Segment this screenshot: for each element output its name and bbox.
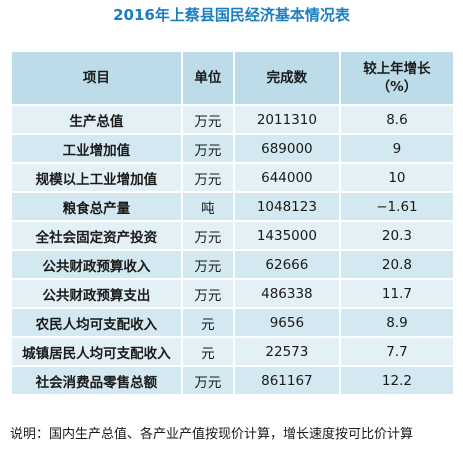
table-cell: 22573 bbox=[232, 336, 341, 367]
column-header: 项目 bbox=[10, 50, 183, 106]
table-cell: 20.8 bbox=[338, 249, 456, 280]
table-head: 项目 单位 完成数 较上年增长（%） bbox=[10, 50, 456, 106]
table-cell: 20.3 bbox=[338, 220, 456, 251]
table-cell: 工业增加值 bbox=[10, 133, 183, 164]
table-cell: 粮食总产量 bbox=[10, 191, 183, 222]
table-cell: 社会消费品零售总额 bbox=[10, 365, 183, 396]
data-table: 项目 单位 完成数 较上年增长（%） 生产总值 万元 2011310 8.6 工业增加值 万元 6… bbox=[10, 50, 456, 396]
table-row: 规模以上工业增加值 万元 644000 10 bbox=[10, 162, 456, 193]
table-cell: 万元 bbox=[180, 162, 235, 193]
table-cell: 农民人均可支配收入 bbox=[10, 307, 183, 338]
table-row: 粮食总产量吨 1048123 −1.61 bbox=[10, 191, 456, 222]
table-cell: 规模以上工业增加值 bbox=[10, 162, 183, 193]
table-row: 全社会固定资产投资 万元 1435000 20.3 bbox=[10, 220, 456, 251]
table-cell: 9656 bbox=[232, 307, 341, 338]
table-row: 生产总值 万元 2011310 8.6 bbox=[10, 104, 456, 135]
table-cell: 公共财政预算支出 bbox=[10, 278, 183, 309]
table-cell: 万元 bbox=[180, 365, 235, 396]
table-row: 公共财政预算支出 万元 486338 11.7 bbox=[10, 278, 456, 309]
table-cell: 644000 bbox=[232, 162, 341, 193]
table-cell: 万元 bbox=[180, 220, 235, 251]
table-cell: 城镇居民人均可支配收入 bbox=[10, 336, 183, 367]
table-cell: 7.7 bbox=[338, 336, 456, 367]
table-cell: 8.6 bbox=[338, 104, 456, 135]
table-cell: 10 bbox=[338, 162, 456, 193]
table-cell: 2011310 bbox=[232, 104, 341, 135]
column-header: 完成数 bbox=[232, 50, 341, 106]
table-cell: 万元 bbox=[180, 249, 235, 280]
table-cell: 1435000 bbox=[232, 220, 341, 251]
header-row: 项目 单位 完成数 较上年增长（%） bbox=[10, 50, 456, 106]
title: 2016年上蔡县国民经济基本情况表 bbox=[113, 6, 350, 24]
table-cell: −1.61 bbox=[338, 191, 456, 222]
table-cell: 元 bbox=[180, 307, 235, 338]
table-row: 公共财政预算收入 万元 62666 20.8 bbox=[10, 249, 456, 280]
table-body: 生产总值 万元 2011310 8.6 工业增加值 万元 689000 9 规模以上工业增加值万… bbox=[10, 104, 456, 396]
table-cell: 万元 bbox=[180, 104, 235, 135]
table-cell: 861167 bbox=[232, 365, 341, 396]
table-cell: 486338 bbox=[232, 278, 341, 309]
table-row: 工业增加值 万元 689000 9 bbox=[10, 133, 456, 164]
table-row: 城镇居民人均可支配收入元 22573 7.7 bbox=[10, 336, 456, 367]
table-cell: 全社会固定资产投资 bbox=[10, 220, 183, 251]
table-cell: 12.2 bbox=[338, 365, 456, 396]
table-row: 社会消费品零售总额 万元 861167 12.2 bbox=[10, 365, 456, 396]
column-header: 较上年增长（%） bbox=[338, 50, 456, 106]
table-cell: 62666 bbox=[232, 249, 341, 280]
table-cell: 9 bbox=[338, 133, 456, 164]
table-cell: 元 bbox=[180, 336, 235, 367]
table-cell: 689000 bbox=[232, 133, 341, 164]
table-cell: 11.7 bbox=[338, 278, 456, 309]
table-cell: 8.9 bbox=[338, 307, 456, 338]
table-cell: 1048123 bbox=[232, 191, 341, 222]
table-row: 农民人均可支配收入元 9656 8.9 bbox=[10, 307, 456, 338]
note: 说明：国内生产总值、各产业产值按现价计算，增长速度按可比价计算 bbox=[10, 427, 414, 442]
table-cell: 公共财政预算收入 bbox=[10, 249, 183, 280]
table-cell: 万元 bbox=[180, 278, 235, 309]
table-cell: 吨 bbox=[180, 191, 235, 222]
column-header: 单位 bbox=[180, 50, 235, 106]
table-cell: 生产总值 bbox=[10, 104, 183, 135]
table-cell: 万元 bbox=[180, 133, 235, 164]
